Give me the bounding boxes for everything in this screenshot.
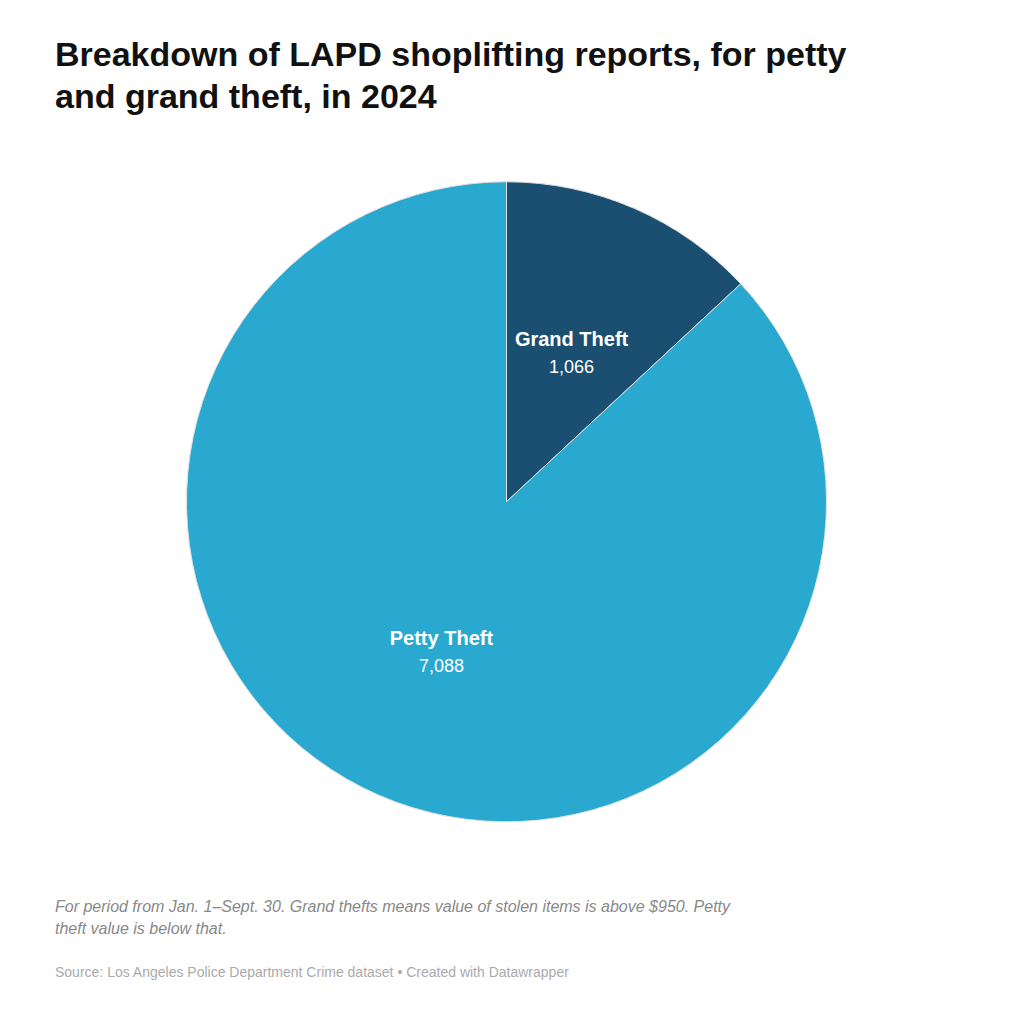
svg-text:7,088: 7,088	[419, 656, 464, 676]
svg-text:1,066: 1,066	[549, 357, 594, 377]
svg-text:Grand Theft: Grand Theft	[515, 328, 629, 350]
svg-text:theft value is below that.: theft value is below that.	[55, 920, 227, 937]
svg-text:For period from Jan. 1–Sept. 3: For period from Jan. 1–Sept. 30. Grand t…	[55, 898, 731, 915]
svg-text:Source: Los Angeles Police Dep: Source: Los Angeles Police Department Cr…	[55, 964, 569, 980]
svg-text:Breakdown of LAPD shoplifting: Breakdown of LAPD shoplifting reports, f…	[55, 35, 847, 73]
svg-text:and grand theft, in 2024: and grand theft, in 2024	[55, 77, 437, 115]
svg-text:Petty Theft: Petty Theft	[390, 627, 494, 649]
